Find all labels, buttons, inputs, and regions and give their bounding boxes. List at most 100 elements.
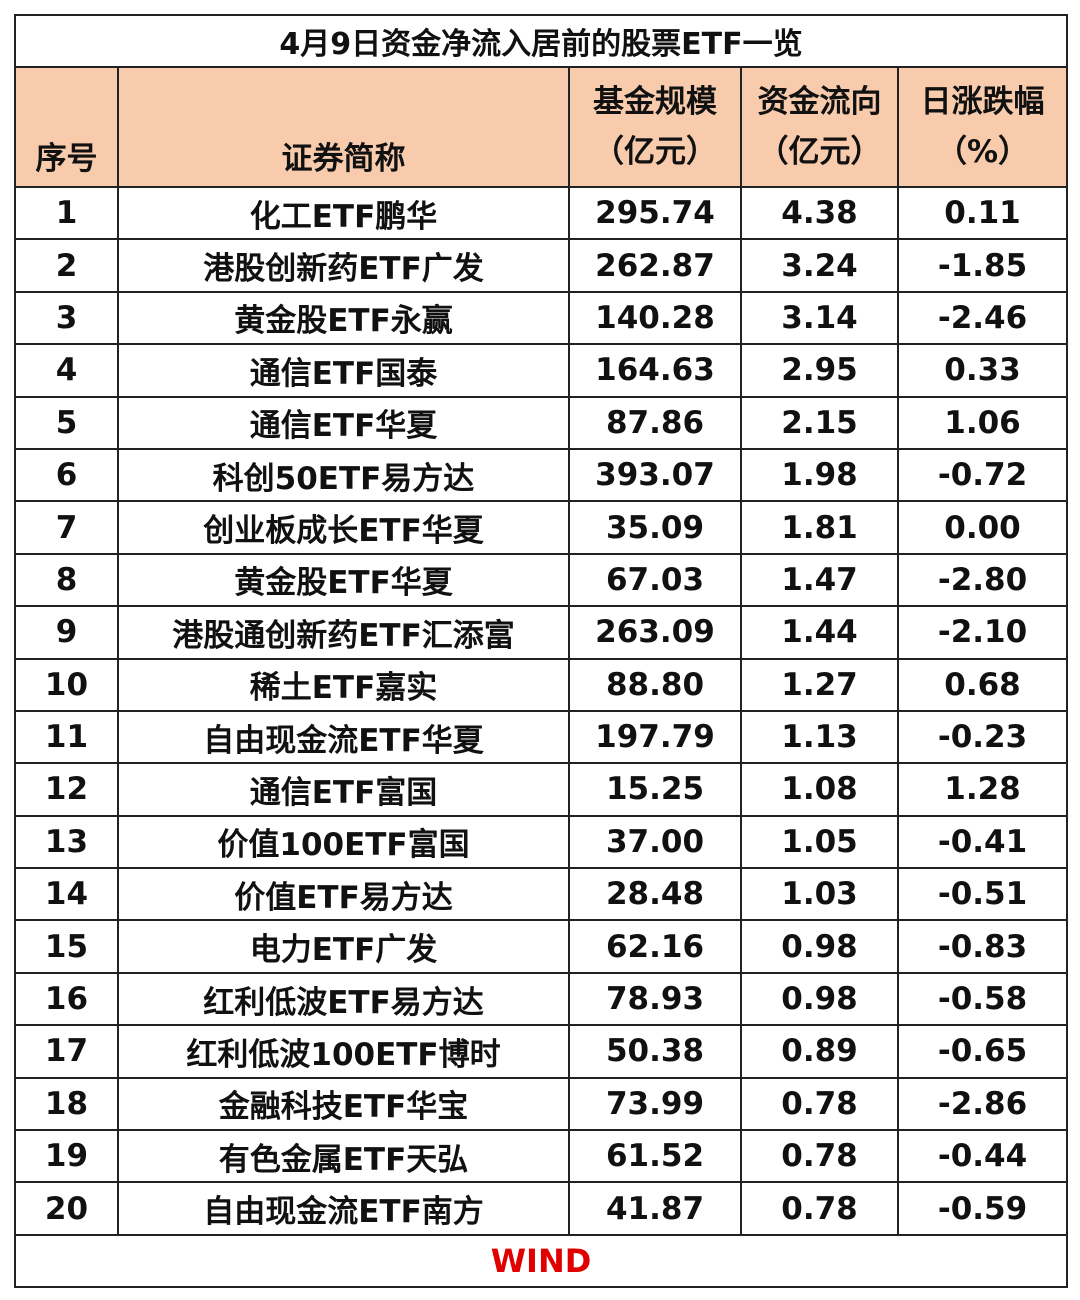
table-row: 2 港股创新药ETF广发 262.87 3.24 -1.85	[14, 238, 1069, 293]
cell-flow: 0.89	[740, 1024, 899, 1079]
table-row: 9 港股通创新药ETF汇添富 263.09 1.44 -2.10	[14, 605, 1069, 660]
cell-index: 19	[14, 1129, 119, 1184]
cell-name: 价值ETF易方达	[117, 867, 570, 922]
cell-name: 红利低波ETF易方达	[117, 971, 570, 1027]
cell-name: 创业板成长ETF华夏	[117, 500, 570, 555]
table-row: 7 创业板成长ETF华夏 35.09 1.81 0.00	[14, 500, 1069, 555]
footer-row: WIND	[13, 1233, 1069, 1288]
table-row: 17 红利低波100ETF博时 50.38 0.89 -0.65	[14, 1024, 1069, 1079]
cell-size: 67.03	[568, 552, 742, 608]
table-row: 13 价值100ETF富国 37.00 1.05 -0.41	[14, 814, 1069, 870]
cell-change: -0.58	[896, 971, 1069, 1027]
cell-size: 197.79	[568, 709, 742, 765]
cell-change: 0.33	[896, 343, 1069, 398]
cell-name: 科创50ETF易方达	[117, 447, 570, 503]
cell-size: 164.63	[568, 343, 742, 398]
header-size-line1: 基金规模	[593, 84, 717, 120]
source-label: WIND	[13, 1233, 1069, 1288]
cell-flow: 0.78	[740, 1076, 899, 1132]
cell-flow: 1.44	[740, 605, 899, 660]
cell-change: 1.06	[896, 395, 1069, 450]
cell-flow: 0.78	[740, 1181, 899, 1236]
cell-name: 自由现金流ETF华夏	[117, 709, 570, 765]
cell-change: -0.23	[896, 709, 1069, 765]
header-flow-line2: （亿元）	[757, 134, 882, 170]
cell-flow: 2.15	[740, 395, 899, 450]
header-flow-line1: 资金流向	[757, 84, 882, 120]
cell-size: 295.74	[568, 185, 742, 241]
cell-change: -0.83	[896, 919, 1069, 974]
cell-index: 4	[14, 343, 119, 398]
cell-index: 15	[14, 919, 119, 974]
cell-size: 78.93	[568, 971, 742, 1027]
cell-index: 18	[14, 1076, 119, 1132]
cell-name: 通信ETF国泰	[117, 343, 570, 398]
cell-index: 17	[14, 1024, 119, 1079]
cell-change: 1.28	[896, 762, 1069, 817]
table-row: 11 自由现金流ETF华夏 197.79 1.13 -0.23	[14, 709, 1069, 765]
table-row: 14 价值ETF易方达 28.48 1.03 -0.51	[14, 867, 1069, 922]
cell-index: 12	[14, 762, 119, 817]
header-change-line1: 日涨跌幅	[920, 84, 1045, 120]
cell-index: 14	[14, 867, 119, 922]
cell-flow: 1.05	[740, 814, 899, 870]
cell-change: 0.00	[896, 500, 1069, 555]
cell-flow: 0.78	[740, 1129, 899, 1184]
cell-name: 港股通创新药ETF汇添富	[117, 605, 570, 660]
cell-index: 7	[14, 500, 119, 555]
table-row: 5 通信ETF华夏 87.86 2.15 1.06	[14, 395, 1069, 450]
table-row: 12 通信ETF富国 15.25 1.08 1.28	[14, 762, 1069, 817]
cell-change: -2.80	[896, 552, 1069, 608]
cell-flow: 3.24	[740, 238, 899, 293]
cell-flow: 0.98	[740, 919, 899, 974]
cell-index: 20	[14, 1181, 119, 1236]
cell-index: 9	[14, 605, 119, 660]
cell-name: 价值100ETF富国	[117, 814, 570, 870]
cell-size: 35.09	[568, 500, 742, 555]
cell-name: 黄金股ETF华夏	[117, 552, 570, 608]
etf-inflow-table: 4月9日资金净流入居前的股票ETF一览 序号 证券简称 基金规模 （亿元） 资金流…	[13, 14, 1069, 1288]
cell-flow: 4.38	[740, 185, 899, 241]
header-name: 证券简称	[117, 66, 570, 188]
cell-name: 黄金股ETF永赢	[117, 290, 570, 346]
header-size-line2: （亿元）	[593, 134, 717, 170]
header-flow: 资金流向 （亿元）	[740, 66, 899, 188]
header-size: 基金规模 （亿元）	[568, 66, 742, 188]
cell-index: 2	[14, 238, 119, 293]
cell-change: -0.65	[896, 1024, 1069, 1079]
table-row: 3 黄金股ETF永赢 140.28 3.14 -2.46	[14, 290, 1069, 346]
cell-size: 61.52	[568, 1129, 742, 1184]
cell-size: 140.28	[568, 290, 742, 346]
cell-change: 0.11	[896, 185, 1069, 241]
table-row: 1 化工ETF鹏华 295.74 4.38 0.11	[14, 185, 1069, 241]
table-row: 4 通信ETF国泰 164.63 2.95 0.33	[14, 343, 1069, 398]
cell-index: 1	[14, 185, 119, 241]
table-row: 6 科创50ETF易方达 393.07 1.98 -0.72	[14, 447, 1069, 503]
cell-flow: 1.08	[740, 762, 899, 817]
cell-index: 13	[14, 814, 119, 870]
header-change-line2: （%）	[935, 134, 1030, 170]
cell-index: 5	[14, 395, 119, 450]
cell-flow: 1.81	[740, 500, 899, 555]
cell-index: 6	[14, 447, 119, 503]
cell-change: -2.86	[896, 1076, 1069, 1132]
header-change: 日涨跌幅 （%）	[896, 66, 1069, 188]
cell-flow: 2.95	[740, 343, 899, 398]
cell-index: 11	[14, 709, 119, 765]
cell-size: 87.86	[568, 395, 742, 450]
cell-flow: 1.27	[740, 657, 899, 712]
table-row: 19 有色金属ETF天弘 61.52 0.78 -0.44	[14, 1129, 1069, 1184]
cell-name: 通信ETF富国	[117, 762, 570, 817]
cell-size: 393.07	[568, 447, 742, 503]
cell-size: 37.00	[568, 814, 742, 870]
cell-size: 28.48	[568, 867, 742, 922]
table-row: 8 黄金股ETF华夏 67.03 1.47 -2.80	[14, 552, 1069, 608]
cell-name: 化工ETF鹏华	[117, 185, 570, 241]
cell-name: 稀土ETF嘉实	[117, 657, 570, 712]
cell-size: 73.99	[568, 1076, 742, 1132]
header-row: 序号 证券简称 基金规模 （亿元） 资金流向 （亿元） 日涨跌幅 （%）	[14, 66, 1069, 188]
cell-size: 15.25	[568, 762, 742, 817]
cell-size: 41.87	[568, 1181, 742, 1236]
cell-change: -0.41	[896, 814, 1069, 870]
table-row: 10 稀土ETF嘉实 88.80 1.27 0.68	[14, 657, 1069, 712]
